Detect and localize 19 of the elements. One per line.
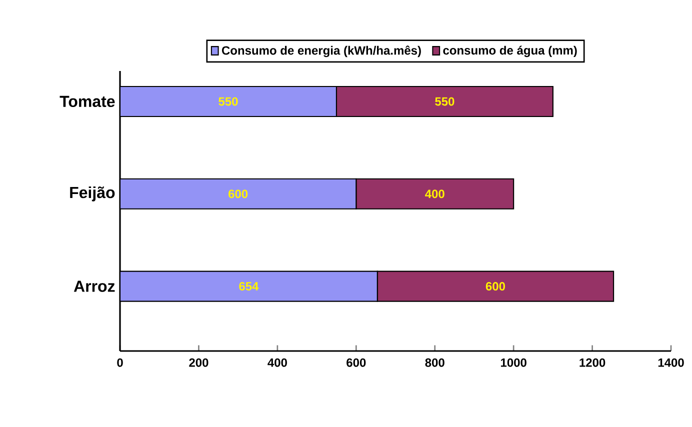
- data-label: 400: [425, 190, 444, 198]
- x-tick-label: 600: [346, 358, 366, 367]
- data-label: 600: [228, 190, 248, 198]
- x-tick-label: 1400: [658, 358, 684, 367]
- y-tick-label: Feijão: [70, 186, 115, 202]
- x-tick-label: 400: [268, 358, 287, 367]
- x-tick-label: 0: [117, 358, 123, 367]
- legend-label: consumo de água (mm): [443, 46, 577, 58]
- legend-label: Consumo de energia (kWh/ha.mês): [222, 46, 421, 58]
- data-label: 550: [435, 97, 454, 106]
- x-tick-label: 1000: [500, 358, 526, 367]
- data-label: 600: [486, 282, 505, 291]
- y-tick-label: Tomate: [60, 96, 115, 108]
- x-tick-label: 800: [425, 358, 444, 367]
- data-label: 550: [218, 97, 238, 106]
- y-tick-label: Arroz: [74, 280, 115, 292]
- x-tick-label: 1200: [580, 358, 606, 367]
- data-label: 654: [239, 282, 259, 291]
- x-tick-label: 200: [189, 358, 208, 367]
